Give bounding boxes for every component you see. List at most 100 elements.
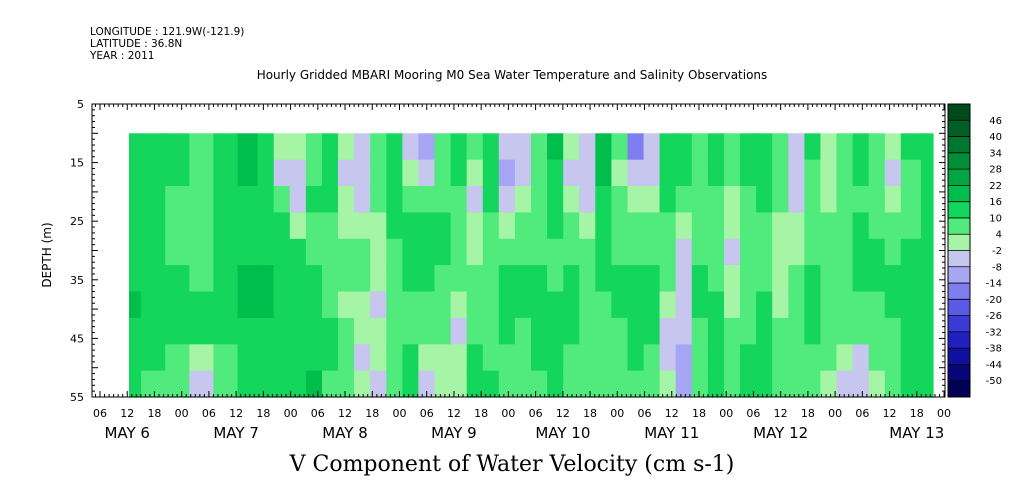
- heatmap-cell: [707, 212, 725, 240]
- heatmap-cell: [237, 291, 259, 319]
- heatmap-cell: [338, 133, 355, 161]
- heatmap-cell: [257, 317, 275, 345]
- x-axis-label: V Component of Water Velocity (cm s-1): [289, 452, 735, 477]
- heatmap-cell: [675, 212, 693, 240]
- heatmap-cell: [189, 344, 214, 372]
- heatmap-cell: [289, 265, 307, 293]
- heatmap-cell: [257, 291, 275, 319]
- heatmap-cell: [418, 317, 436, 345]
- heatmap-cell: [611, 238, 629, 266]
- heatmap-cell: [900, 186, 922, 213]
- heatmap-cell: [434, 212, 452, 240]
- heatmap-cell: [354, 265, 371, 293]
- heatmap-cell: [836, 159, 854, 187]
- colorbar-swatch: [948, 217, 970, 235]
- heatmap-cell: [611, 159, 629, 187]
- heatmap-cell: [273, 344, 291, 372]
- heatmap-cell: [338, 212, 355, 240]
- heatmap-cell: [237, 265, 259, 293]
- colorbar-label: -38: [986, 344, 1002, 355]
- heatmap-cell: [707, 159, 725, 187]
- heatmap-cell: [868, 317, 886, 345]
- heatmap-cell: [868, 344, 886, 372]
- heatmap-cell: [627, 317, 645, 345]
- heatmap-cell: [659, 212, 677, 240]
- heatmap-cell: [579, 159, 596, 187]
- heatmap-cell: [900, 370, 922, 398]
- heatmap-cell: [772, 133, 789, 161]
- heatmap-cell: [659, 238, 677, 266]
- heatmap-cell: [482, 186, 500, 213]
- heatmap-cell: [338, 317, 355, 345]
- heatmap-cell: [691, 212, 709, 240]
- x-date-label: MAY 10: [535, 424, 590, 442]
- heatmap-cell: [213, 317, 239, 345]
- heatmap-cell: [724, 186, 741, 213]
- heatmap-cell: [189, 317, 214, 345]
- heatmap-cell: [675, 317, 693, 345]
- heatmap-cell: [466, 370, 484, 398]
- heatmap-cell: [820, 265, 838, 293]
- heatmap-cell: [129, 212, 142, 240]
- x-tick-label: 12: [120, 407, 134, 420]
- colorbar-swatch: [948, 348, 970, 365]
- heatmap-cell: [884, 159, 902, 187]
- heatmap-cell: [213, 133, 239, 161]
- heatmap-cell: [740, 291, 757, 319]
- heatmap-cell: [498, 133, 516, 161]
- x-date-label: MAY 13: [889, 424, 944, 442]
- y-tick-label: 5: [77, 98, 84, 111]
- heatmap-cell: [756, 344, 773, 372]
- heatmap-cell: [498, 238, 516, 266]
- heatmap-cell: [418, 186, 436, 213]
- heatmap-cell: [354, 159, 371, 187]
- heatmap-cell: [868, 212, 886, 240]
- heatmap-cell: [322, 317, 339, 345]
- heatmap-cell: [627, 212, 645, 240]
- heatmap-cell: [920, 159, 934, 187]
- heatmap-cell: [354, 344, 371, 372]
- x-tick-label: 00: [501, 407, 515, 420]
- heatmap-cell: [836, 212, 854, 240]
- heatmap-cell: [627, 344, 645, 372]
- heatmap-cell: [289, 212, 307, 240]
- heatmap-cell: [788, 212, 805, 240]
- heatmap-cell: [740, 317, 757, 345]
- heatmap-cell: [402, 212, 420, 240]
- heatmap-cell: [675, 291, 693, 319]
- heatmap-cell: [165, 317, 190, 345]
- heatmap-cell: [659, 370, 677, 398]
- heatmap-cell: [418, 370, 436, 398]
- x-date-label: MAY 7: [213, 424, 259, 442]
- heatmap-cell: [611, 291, 629, 319]
- heatmap-cell: [498, 344, 516, 372]
- heatmap-cell: [450, 265, 468, 293]
- heatmap-cell: [482, 370, 500, 398]
- heatmap-cell: [434, 344, 452, 372]
- colorbar-swatch: [948, 120, 970, 138]
- heatmap-cell: [386, 159, 403, 187]
- heatmap-cell: [611, 212, 629, 240]
- heatmap: [129, 133, 934, 398]
- x-tick-label: 00: [937, 407, 951, 420]
- heatmap-cell: [788, 291, 805, 319]
- heatmap-cell: [129, 370, 142, 398]
- heatmap-cell: [189, 159, 214, 187]
- heatmap-cell: [579, 133, 596, 161]
- heatmap-cell: [165, 265, 190, 293]
- heatmap-cell: [884, 212, 902, 240]
- colorbar-swatch: [948, 331, 970, 349]
- heatmap-cell: [900, 344, 922, 372]
- heatmap-cell: [547, 133, 564, 161]
- heatmap-cell: [868, 133, 886, 161]
- heatmap-cell: [724, 370, 741, 398]
- heatmap-cell: [884, 133, 902, 161]
- heatmap-cell: [418, 212, 436, 240]
- heatmap-cell: [129, 291, 142, 319]
- heatmap-cell: [289, 317, 307, 345]
- heatmap-cell: [756, 133, 773, 161]
- heatmap-cell: [579, 212, 596, 240]
- heatmap-cell: [900, 291, 922, 319]
- x-tick-label: 06: [420, 407, 434, 420]
